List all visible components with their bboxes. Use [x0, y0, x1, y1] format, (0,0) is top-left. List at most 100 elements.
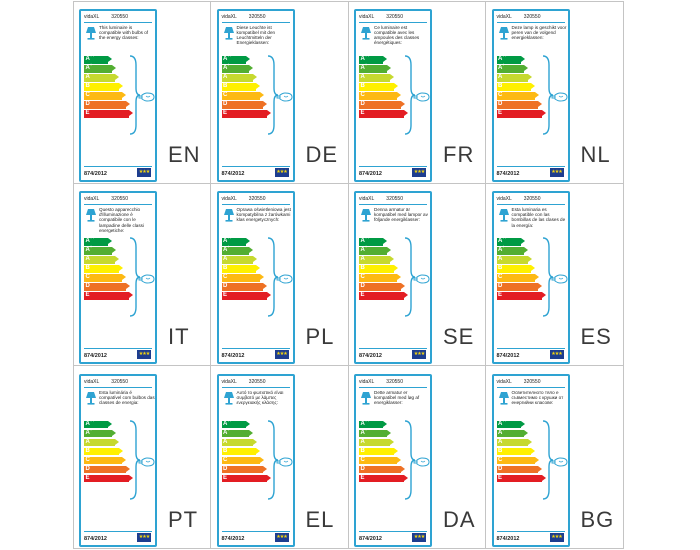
footer-divider [84, 348, 152, 350]
energy-class-bar: B [359, 265, 398, 273]
energy-class-label: C [498, 92, 503, 98]
energy-class-bar: A+ [221, 63, 253, 73]
product-code: 320550 [386, 14, 403, 20]
energy-class-label: D [85, 101, 90, 107]
energy-class-label: B [498, 83, 503, 89]
language-code: DE [305, 142, 339, 167]
product-code: 320550 [248, 196, 266, 203]
brace-icon [404, 419, 416, 500]
brace-icon [404, 55, 416, 135]
header-divider [221, 22, 290, 23]
energy-class-label: D [498, 283, 503, 290]
energy-class-label: B [498, 265, 503, 272]
energy-class-bar: E [496, 110, 546, 118]
energy-class-bar: A+ [84, 427, 116, 438]
brand-name: vidaXL [496, 378, 512, 385]
brand-name: vidaXL [84, 14, 100, 20]
energy-class-label: D [360, 101, 365, 107]
product-code: 320550 [111, 378, 128, 385]
energy-class-bar: A++ [84, 418, 112, 429]
compatibility-text: Deze lamp is geschikt voor peren van de … [511, 25, 567, 41]
energy-class-label: A++ [223, 53, 233, 63]
header-divider [84, 22, 152, 23]
product-code: 320550 [248, 14, 266, 20]
energy-label-card: vidaXL 320550 Esta luminária é compatível … [79, 373, 157, 547]
brand-name: vidaXL [359, 14, 375, 20]
energy-class-bar: D [359, 101, 405, 109]
energy-class-label: C [223, 274, 228, 281]
label-cell-bg: vidaXL 320550 Осветителното тяло е съвмест… [487, 367, 624, 548]
energy-class-bar: A [221, 256, 257, 264]
light-bulb-icon [138, 90, 156, 102]
grid-line [485, 1, 486, 549]
compatibility-text: Αυτό το φωτιστικό είναι συμβατό με λάμπε… [236, 389, 284, 405]
compatibility-text: Dette armatur er kompatibel med løg af e… [374, 389, 420, 405]
brand-name: vidaXL [359, 378, 375, 385]
energy-class-bar: D [496, 465, 542, 474]
header-divider [359, 22, 427, 23]
energy-class-bar: A [496, 74, 532, 82]
energy-class-label: D [498, 101, 503, 107]
energy-class-bar: B [359, 83, 398, 91]
energy-class-bar: E [359, 474, 408, 483]
energy-class-bar: B [221, 447, 260, 456]
energy-class-label: A [223, 438, 228, 445]
language-code: EN [168, 142, 201, 167]
energy-class-bar: B [84, 447, 123, 456]
label-header: vidaXL 320550 [84, 379, 128, 385]
brand-name: vidaXL [84, 378, 100, 385]
eu-flag-icon: ★★★ [549, 532, 564, 542]
header-divider [84, 386, 152, 388]
energy-class-label: E [223, 474, 228, 481]
header-divider [359, 386, 427, 388]
energy-class-bar: D [496, 283, 542, 291]
brace-icon [267, 419, 279, 500]
brace-icon [267, 55, 279, 135]
brand-name: vidaXL [496, 14, 512, 20]
table-lamp-icon [498, 208, 510, 222]
energy-class-bar: A+ [221, 427, 253, 438]
energy-class-bar: B [496, 83, 535, 91]
eu-flag-icon: ★★★ [274, 350, 289, 360]
label-cell-it: vidaXL 320550 Questo apparecchio d'illumin… [74, 184, 211, 365]
label-header: vidaXL 320550 [497, 379, 541, 385]
brace-icon [129, 237, 141, 317]
energy-label-card: vidaXL 320550 Denna armatur är kompatibel … [354, 191, 432, 365]
footer-divider [496, 166, 565, 167]
eu-flag-icon: ★★★ [137, 168, 151, 177]
label-header: vidaXL 320550 [84, 196, 128, 202]
language-code: IT [168, 324, 190, 350]
energy-class-label: A+ [360, 62, 368, 72]
language-code: DA [443, 506, 476, 532]
energy-class-bar: D [84, 283, 130, 291]
energy-class-label: A [85, 256, 90, 263]
energy-class-label: C [223, 456, 228, 463]
energy-class-label: A+ [85, 244, 93, 254]
light-bulb-icon [551, 90, 569, 102]
energy-class-label: D [223, 283, 228, 290]
product-code: 320550 [248, 378, 266, 385]
energy-class-bar: C [359, 274, 401, 282]
table-lamp-icon [498, 26, 510, 40]
brace-icon [542, 419, 554, 500]
energy-class-bar: C [221, 92, 264, 100]
energy-class-label: A++ [85, 235, 95, 245]
energy-class-bar: E [84, 292, 133, 300]
energy-label-card: vidaXL 320550 Oprawa oświetleniowa jest ko… [216, 191, 295, 365]
energy-class-label: A+ [498, 62, 505, 72]
energy-class-bar: E [359, 292, 408, 300]
energy-class-label: A [498, 438, 503, 445]
brace-icon [404, 237, 416, 317]
energy-class-label: E [223, 292, 228, 299]
table-lamp-icon [223, 208, 235, 222]
energy-class-bar: A+ [359, 245, 391, 255]
energy-class-bar: A++ [359, 236, 387, 246]
energy-class-label: E [223, 110, 228, 116]
brace-icon [267, 237, 279, 317]
energy-class-label: E [498, 292, 503, 299]
energy-class-bar: A++ [221, 53, 250, 64]
compatibility-text: Denna armatur är kompatibel med lampor a… [374, 207, 428, 223]
header-divider [496, 386, 565, 388]
eu-flag-icon: ★★★ [412, 350, 426, 360]
brace-icon [542, 55, 554, 135]
